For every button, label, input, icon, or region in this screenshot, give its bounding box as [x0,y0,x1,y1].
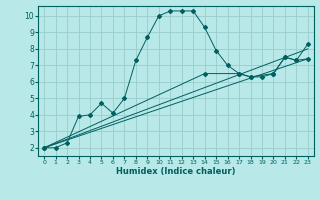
X-axis label: Humidex (Indice chaleur): Humidex (Indice chaleur) [116,167,236,176]
